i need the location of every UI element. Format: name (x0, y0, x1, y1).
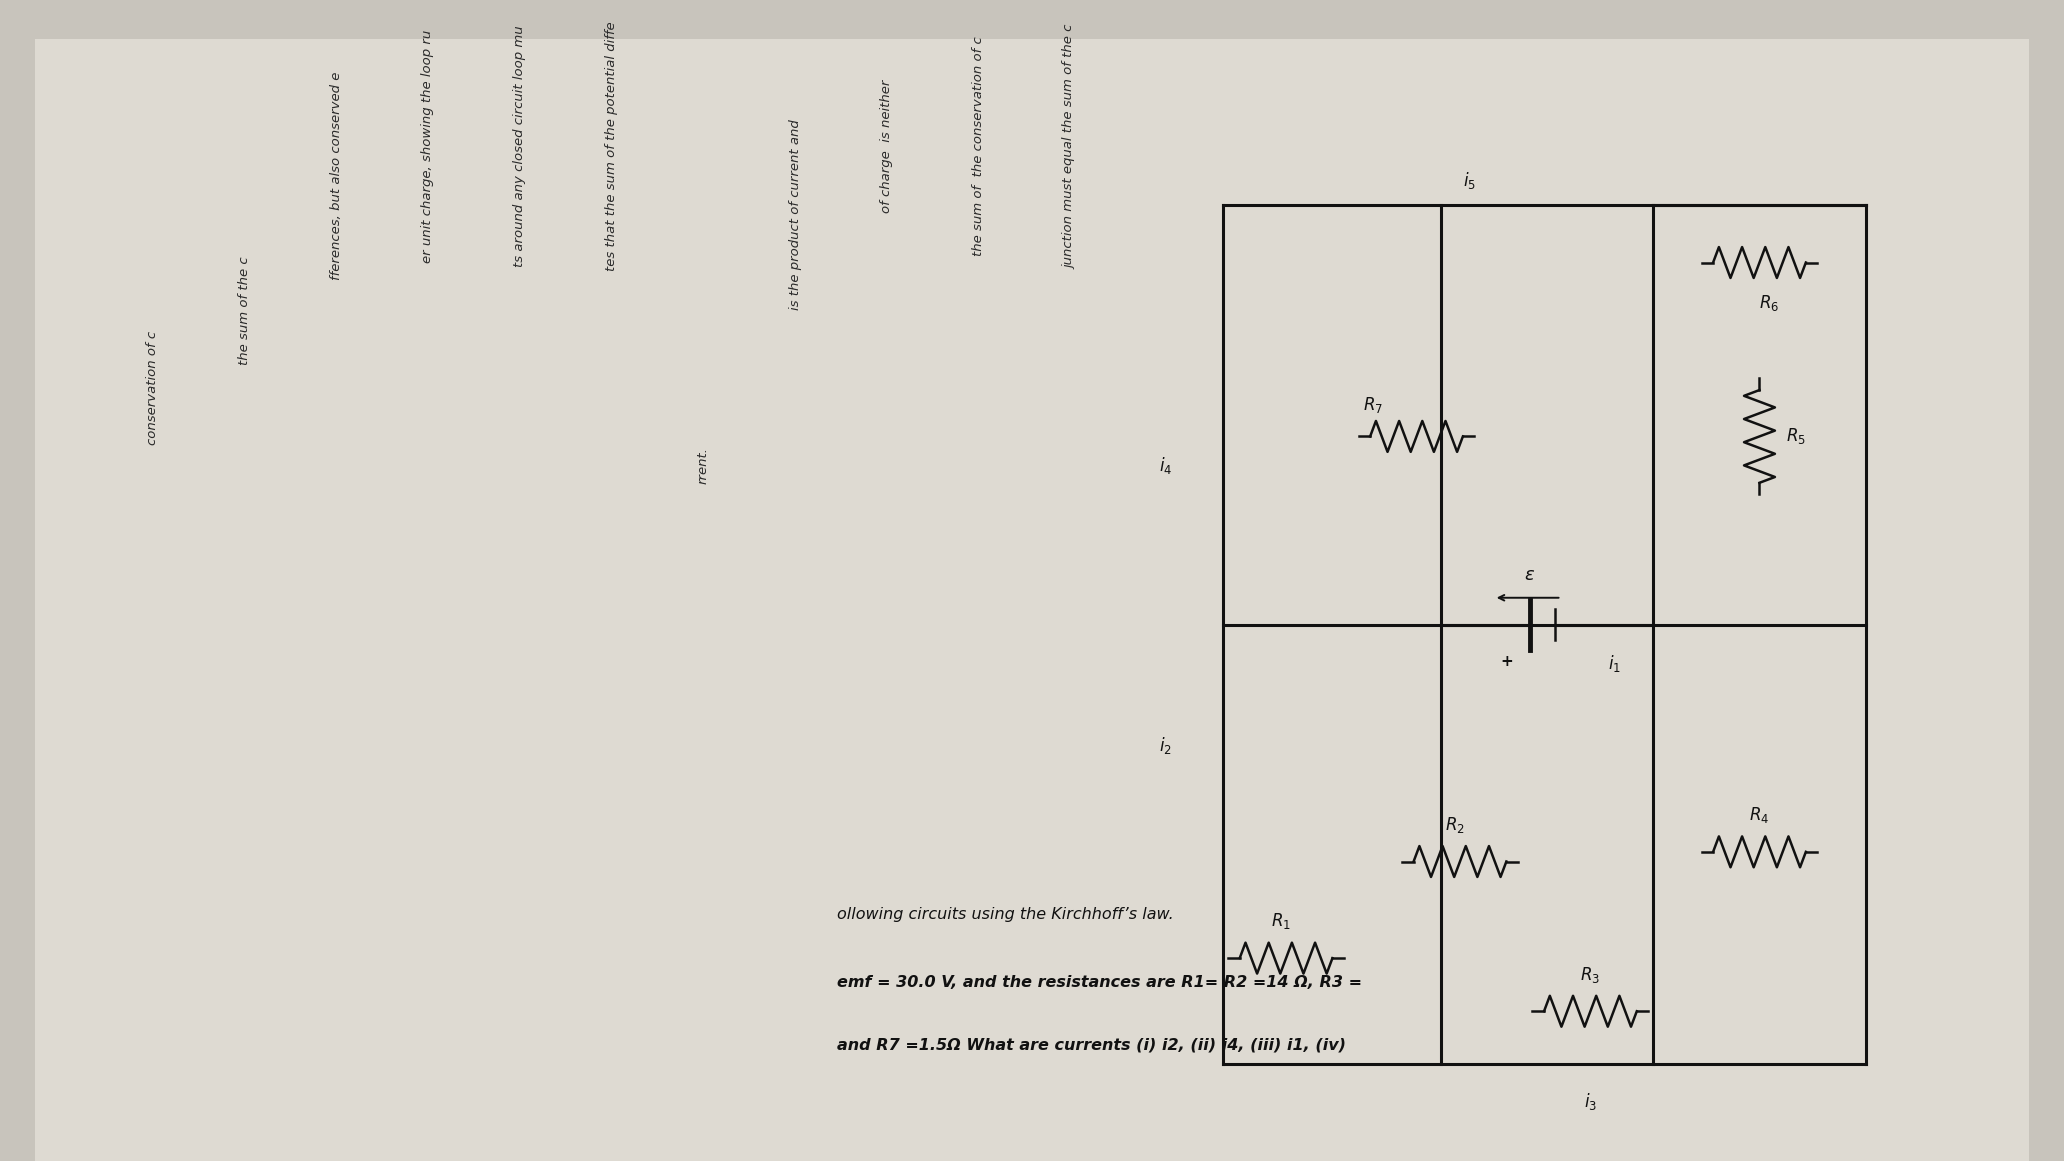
Text: rrent.: rrent. (698, 447, 710, 484)
Text: of charge  is neither: of charge is neither (881, 80, 894, 214)
Text: +: + (1501, 654, 1513, 669)
Text: ts around any closed circuit loop mu: ts around any closed circuit loop mu (514, 26, 526, 267)
Text: $i_1$: $i_1$ (1608, 652, 1620, 673)
Text: $R_5$: $R_5$ (1785, 426, 1806, 447)
Text: is the product of current and: is the product of current and (788, 118, 801, 310)
Text: the sum of the c: the sum of the c (237, 257, 252, 365)
Text: $R_4$: $R_4$ (1750, 805, 1769, 825)
Text: $i_5$: $i_5$ (1463, 170, 1476, 190)
Text: junction must equal the sum of the c: junction must equal the sum of the c (1063, 24, 1077, 268)
Text: and R7 =1.5Ω What are currents (i) i2, (ii) i4, (iii) i1, (iv): and R7 =1.5Ω What are currents (i) i2, (… (836, 1038, 1346, 1053)
Text: $i_4$: $i_4$ (1158, 455, 1172, 476)
Text: ollowing circuits using the Kirchhoff’s law.: ollowing circuits using the Kirchhoff’s … (836, 907, 1174, 922)
Text: emf = 30.0 V, and the resistances are R1= R2 =14 Ω, R3 =: emf = 30.0 V, and the resistances are R1… (836, 975, 1362, 990)
Text: $R_1$: $R_1$ (1271, 911, 1292, 931)
Text: $i_3$: $i_3$ (1583, 1090, 1598, 1111)
Text: tes that the sum of the potential diffe: tes that the sum of the potential diffe (605, 22, 617, 272)
Text: the sum of  the conservation of c: the sum of the conservation of c (972, 37, 985, 257)
Text: $R_2$: $R_2$ (1445, 815, 1465, 835)
Text: $R_7$: $R_7$ (1362, 396, 1383, 416)
Text: $R_3$: $R_3$ (1581, 965, 1600, 985)
Text: $\varepsilon$: $\varepsilon$ (1523, 565, 1536, 584)
Text: conservation of c: conservation of c (147, 331, 159, 445)
Text: $R_6$: $R_6$ (1759, 293, 1779, 313)
Text: fferences, but also conserved e: fferences, but also conserved e (330, 71, 343, 280)
Text: $i_2$: $i_2$ (1158, 735, 1172, 756)
Text: er unit charge, showing the loop ru: er unit charge, showing the loop ru (421, 30, 433, 264)
